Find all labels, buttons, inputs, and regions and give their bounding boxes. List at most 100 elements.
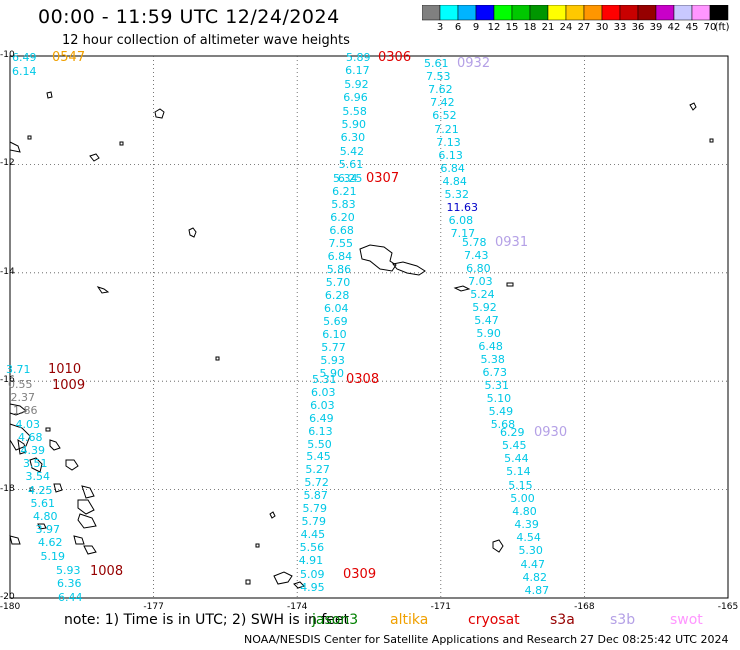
- satellite-legend-item: s3a: [550, 612, 575, 628]
- wave-height-value: 6.03: [311, 385, 336, 399]
- wave-height-value: 11.63: [446, 201, 479, 215]
- wave-height-value: 5.50: [307, 437, 332, 451]
- satellite-legend-item: jason3: [312, 612, 359, 628]
- wave-height-value: 4.47: [520, 557, 546, 571]
- wave-height-value: 5.77: [321, 341, 346, 354]
- wave-height-value: 4.45: [300, 527, 326, 541]
- colorbar-unit: (ft): [714, 22, 730, 33]
- wave-height-value: 5.87: [303, 489, 328, 503]
- colorbar-label: 42: [667, 22, 681, 33]
- wave-height-colorbar: 3 6 9 12 15 18 21 24 27 30 33 36 39 42 45 70 (ft): [421, 4, 732, 33]
- colorbar-swatch: [637, 4, 657, 21]
- colorbar-label: 3: [436, 22, 444, 33]
- wave-height-value: 6.28: [324, 289, 350, 302]
- wave-height-value: 6.14: [12, 65, 37, 78]
- wave-height-value: 4.87: [524, 583, 550, 597]
- wave-height-value: 5.45: [502, 439, 527, 453]
- wave-height-value: 6.30: [340, 131, 366, 145]
- x-tick-label: -174: [286, 602, 308, 612]
- x-tick-label: -165: [717, 602, 739, 612]
- wave-height-value: 5.24: [470, 288, 495, 301]
- island-coastline: [9, 423, 31, 451]
- colorbar-swatch: [583, 4, 603, 21]
- wave-height-value: 6.10: [322, 328, 347, 341]
- wave-height-value: 5.90: [476, 327, 501, 340]
- wave-height-value: 5.72: [304, 476, 329, 490]
- wave-height-value: 5.78: [462, 236, 487, 249]
- wave-height-value: 6.04: [324, 302, 349, 315]
- wave-height-value: 5.79: [301, 514, 327, 528]
- track-time-label: 0930: [534, 425, 568, 440]
- wave-height-value: 5.45: [306, 450, 331, 464]
- colorbar-label: 30: [595, 22, 609, 33]
- island-coastline: [53, 483, 63, 493]
- footer-timestamp: 27 Dec 08:25:42 UTC 2024: [580, 633, 729, 646]
- island-coastline: [89, 153, 100, 162]
- map-subtitle: 12 hour collection of altimeter wave hei…: [62, 33, 350, 48]
- map-text-overlay: 0306 5.89 6.17 5.92 6.96 5.58 5.90 6.30 5.42 5.61…: [6, 50, 728, 604]
- wave-height-value: 4.91: [298, 553, 324, 567]
- island-coastline: [49, 439, 61, 451]
- wave-height-value: 5.83: [331, 198, 356, 211]
- colorbar-swatch: [511, 4, 531, 21]
- wave-height-value: 5.69: [323, 315, 348, 328]
- island-coastline: [154, 108, 165, 119]
- colorbar-swatch: [421, 4, 441, 21]
- wave-height-value: 5.58: [342, 104, 367, 118]
- island-coastline: [215, 356, 220, 361]
- island-coastline: [73, 535, 85, 545]
- wave-height-value: 6.13: [308, 424, 333, 438]
- island-coastline: [77, 513, 97, 529]
- wave-height-value: 6.84: [327, 250, 353, 263]
- wave-height-value: 7.62: [428, 83, 453, 97]
- wave-height-value: 6.17: [345, 64, 370, 78]
- island-coastline: [17, 438, 27, 455]
- wave-height-value: 0.55: [8, 378, 33, 391]
- x-tick-label: -177: [143, 602, 164, 612]
- x-tick-label: -168: [574, 602, 595, 612]
- island-coastline: [9, 535, 21, 545]
- island-coastline: [359, 244, 397, 272]
- wave-height-value: 5.90: [319, 367, 345, 380]
- island-coastline: [29, 457, 43, 473]
- wave-height-value: 7.21: [434, 122, 459, 136]
- colorbar-swatch: [709, 4, 729, 21]
- wave-height-value: 5.56: [299, 540, 325, 554]
- wave-height-value: 5.34: [333, 172, 358, 185]
- map-canvas: [9, 55, 729, 599]
- wave-height-value: 5.92: [344, 77, 369, 91]
- wave-height-value: 3.51: [23, 457, 48, 471]
- colorbar-swatch: [457, 4, 477, 21]
- colorbar-label: 21: [541, 22, 555, 33]
- colorbar-label: 18: [523, 22, 537, 33]
- y-tick-label: -10: [0, 50, 15, 60]
- wave-height-value: 3.97: [35, 523, 61, 537]
- wave-height-value: 4.03: [15, 417, 41, 431]
- wave-height-value: 5.42: [339, 144, 365, 158]
- island-coastline: [9, 403, 27, 416]
- map-plot: 0306 5.89 6.17 5.92 6.96 5.58 5.90 6.30 5.42 5.61…: [6, 50, 729, 604]
- island-coastline: [29, 487, 34, 492]
- wave-height-value: 6.84: [440, 161, 465, 175]
- island-coastline: [269, 511, 276, 519]
- colorbar-swatch: [601, 4, 621, 21]
- colorbar-swatch: [565, 4, 585, 21]
- colorbar-swatch: [673, 4, 693, 21]
- island-coastline: [27, 135, 32, 140]
- wave-height-value: 7.55: [328, 237, 354, 250]
- wave-height-value: 7.53: [426, 70, 451, 84]
- wave-height-value: 5.68: [490, 418, 516, 431]
- x-tick-label: -171: [430, 602, 452, 612]
- colorbar-swatch: [547, 4, 567, 21]
- colorbar-swatch: [619, 4, 639, 21]
- wave-height-value: 5.89: [346, 51, 371, 64]
- footer-note: note: 1) Time is in UTC; 2) SWH is in fe…: [64, 612, 350, 628]
- colorbar-label: 15: [505, 22, 519, 33]
- wave-height-value: 5.27: [305, 463, 330, 477]
- wave-height-value: 5.61: [338, 158, 364, 172]
- satellite-legend-item: swot: [670, 612, 703, 628]
- island-coastline: [46, 91, 53, 99]
- wave-height-value: 5.79: [302, 502, 328, 515]
- colorbar-label: 45: [685, 22, 699, 33]
- colorbar-swatch: [691, 4, 711, 21]
